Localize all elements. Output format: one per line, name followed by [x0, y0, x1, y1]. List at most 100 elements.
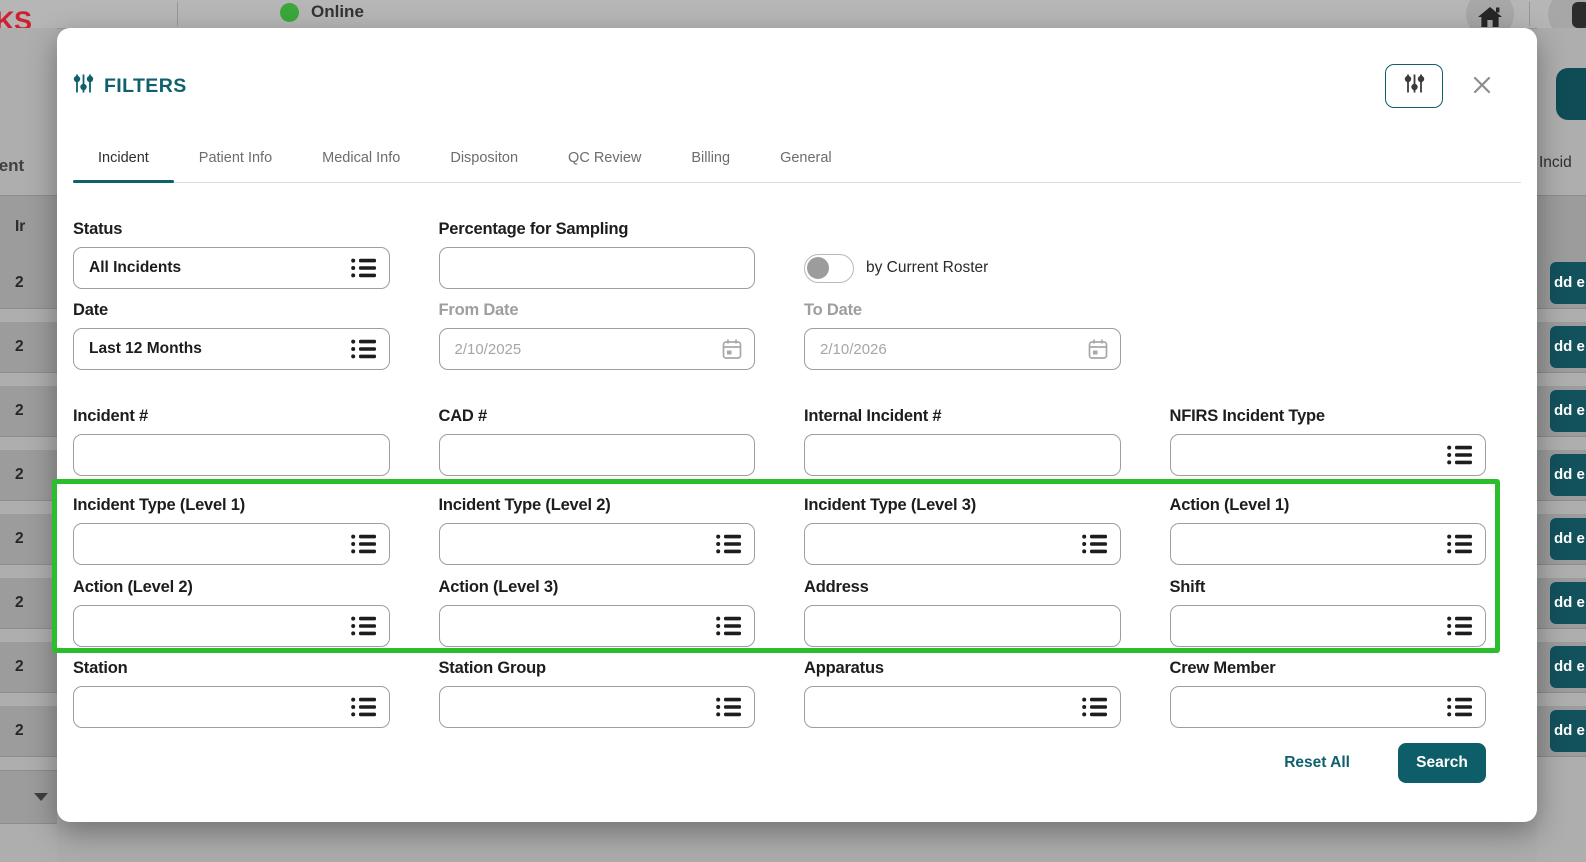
table-row-partial[interactable]: 2	[0, 322, 57, 386]
table-row-partial[interactable]: 2	[0, 578, 57, 642]
tab-billing[interactable]: Billing	[691, 150, 731, 166]
table-row-partial[interactable]: 2	[0, 514, 57, 578]
field-label: Shift	[1169, 578, 1206, 596]
column-header-partial: Ir	[15, 218, 26, 235]
row-value-partial: 2	[15, 466, 24, 483]
list-icon[interactable]	[1447, 534, 1473, 555]
station-input[interactable]	[73, 686, 390, 728]
close-button[interactable]	[1471, 74, 1493, 99]
add-event-button-partial[interactable]: dd e	[1550, 390, 1586, 432]
form-row: Station Station Group Apparatus Crew Mem…	[73, 659, 1486, 728]
field-label: NFIRS Incident Type	[1169, 407, 1326, 425]
action-level-2-input[interactable]	[73, 605, 390, 647]
add-event-button-partial[interactable]: dd e	[1550, 454, 1586, 496]
field: From Date 2/10/2025	[438, 301, 755, 370]
list-icon[interactable]	[1447, 616, 1473, 637]
field: Action (Level 1)	[1169, 496, 1486, 565]
field: Date Last 12 Months	[73, 301, 390, 370]
list-icon[interactable]	[716, 697, 742, 718]
field-label: Incident Type (Level 2)	[438, 496, 611, 514]
row-value-partial: 2	[15, 274, 24, 291]
to-date-input[interactable]: 2/10/2026	[804, 328, 1121, 370]
field-value: 2/10/2026	[820, 340, 887, 358]
list-icon[interactable]	[350, 339, 377, 360]
list-icon[interactable]	[1447, 445, 1473, 466]
add-event-button-partial[interactable]: dd e	[1550, 646, 1586, 688]
field-label: Incident Type (Level 1)	[73, 496, 246, 514]
table-row-partial[interactable]: 2	[0, 642, 57, 706]
field-label: Action (Level 1)	[1169, 496, 1290, 514]
add-event-button-partial[interactable]: dd e	[1550, 262, 1586, 304]
date-input[interactable]: Last 12 Months	[73, 328, 390, 370]
list-icon[interactable]	[1447, 697, 1473, 718]
field: Incident Type (Level 1)	[73, 496, 390, 565]
chevron-down-icon[interactable]	[34, 793, 48, 801]
page-title-partial: lent	[0, 156, 25, 175]
incident-type-level-1-input[interactable]	[73, 523, 390, 565]
modal-header: FILTERS	[57, 28, 1537, 108]
tab-general[interactable]: General	[780, 150, 832, 166]
nfirs-incident-type-input[interactable]	[1169, 434, 1486, 476]
calendar-icon[interactable]	[1088, 339, 1108, 360]
filter-view-toggle-button[interactable]	[1385, 64, 1443, 108]
row-value-partial: 2	[15, 594, 24, 611]
incident-input[interactable]	[73, 434, 390, 476]
apparatus-input[interactable]	[804, 686, 1121, 728]
field-label: Station	[73, 659, 128, 677]
action-level-1-input[interactable]	[1169, 523, 1486, 565]
tab-patient-info[interactable]: Patient Info	[198, 150, 273, 166]
modal-title-wrap: FILTERS	[73, 73, 187, 99]
table-row-partial	[0, 770, 57, 824]
field-label: To Date	[804, 301, 862, 319]
percentage-for-sampling-input[interactable]	[438, 247, 755, 289]
list-icon[interactable]	[716, 534, 742, 555]
list-icon[interactable]	[1081, 697, 1108, 718]
list-icon[interactable]	[350, 697, 377, 718]
cad-input[interactable]	[438, 434, 755, 476]
from-date-input[interactable]: 2/10/2025	[438, 328, 755, 370]
add-event-button-partial[interactable]: dd e	[1550, 582, 1586, 624]
field: Percentage for Sampling	[438, 220, 755, 289]
field-label: Internal Incident #	[804, 407, 942, 425]
incident-type-level-2-input[interactable]	[438, 523, 755, 565]
list-icon[interactable]	[350, 534, 377, 555]
calendar-icon[interactable]	[722, 339, 742, 360]
field: Status All Incidents	[73, 220, 390, 289]
add-event-button-partial[interactable]: dd e	[1550, 326, 1586, 368]
background-primary-button-partial[interactable]	[1556, 68, 1586, 120]
crew-member-input[interactable]	[1169, 686, 1486, 728]
list-icon[interactable]	[350, 616, 377, 637]
table-row-partial[interactable]: 2	[0, 706, 57, 770]
field: Station Group	[438, 659, 755, 728]
field-label: Incident Type (Level 3)	[804, 496, 977, 514]
table-row-partial[interactable]: 2	[0, 386, 57, 450]
by-current-roster-toggle[interactable]	[804, 253, 854, 283]
highlight-box: Incident Type (Level 1) Incident Type (L…	[52, 479, 1500, 653]
station-group-input[interactable]	[438, 686, 755, 728]
add-event-button-partial[interactable]: dd e	[1550, 518, 1586, 560]
tab-incident[interactable]: Incident	[73, 138, 174, 183]
online-status: Online	[280, 2, 364, 22]
action-level-3-input[interactable]	[438, 605, 755, 647]
list-icon[interactable]	[1081, 534, 1108, 555]
tab-medical-info[interactable]: Medical Info	[322, 150, 401, 166]
shift-input[interactable]	[1169, 605, 1486, 647]
table-header-row: Ir	[0, 195, 57, 260]
tab-dispositon[interactable]: Dispositon	[450, 150, 519, 166]
add-event-button-partial[interactable]: dd e	[1550, 710, 1586, 752]
list-icon[interactable]	[350, 258, 377, 279]
search-button[interactable]: Search	[1398, 743, 1486, 783]
tab-qc-review[interactable]: QC Review	[568, 150, 642, 166]
filter-tabs: Incident Patient Info Medical Info Disposit…	[73, 138, 1521, 183]
table-row-partial[interactable]: 2	[0, 258, 57, 322]
filter-form: Status All Incidents Percentage for Sampl…	[52, 183, 1537, 728]
field-value: Last 12 Months	[89, 340, 202, 357]
internal-incident-input[interactable]	[804, 434, 1121, 476]
incident-type-level-3-input[interactable]	[804, 523, 1121, 565]
status-input[interactable]: All Incidents	[73, 247, 390, 289]
field-label: Apparatus	[804, 659, 884, 677]
list-icon[interactable]	[716, 616, 742, 637]
address-input[interactable]	[804, 605, 1121, 647]
table-row-partial[interactable]: 2	[0, 450, 57, 514]
reset-all-button[interactable]: Reset All	[1284, 754, 1350, 771]
